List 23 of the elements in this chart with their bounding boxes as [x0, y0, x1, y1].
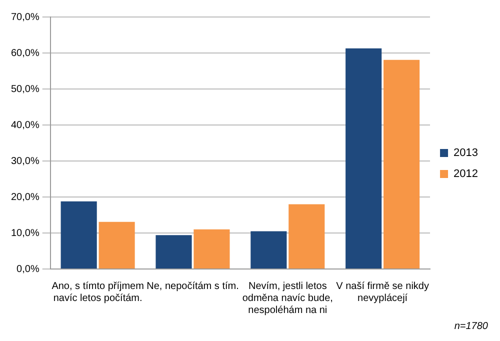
bar: [250, 231, 287, 268]
legend-label: 2012: [454, 168, 478, 180]
bar: [346, 48, 382, 268]
bar: [60, 201, 97, 268]
bar: [156, 235, 192, 268]
x-tick-label: Ano, s tímto příjmem navíc letos počítám.: [52, 280, 144, 304]
y-tick-label: 30,0%: [10, 156, 40, 167]
bar: [288, 204, 325, 268]
x-tick-label: V naší firmě se nikdy nevyplácejí: [336, 280, 429, 304]
bar: [384, 60, 420, 268]
y-tick-label: 60,0%: [10, 48, 40, 59]
legend-label: 2013: [454, 147, 478, 160]
y-tick-label: 10,0%: [10, 228, 40, 239]
y-tick-label: 40,0%: [10, 120, 40, 131]
y-tick-label: 20,0%: [10, 192, 40, 203]
y-tick-label: 50,0%: [10, 84, 40, 95]
y-tick-label: 70,0%: [10, 12, 40, 23]
text: n=1780: [454, 320, 488, 332]
y-tick-label: 0,0%: [16, 264, 40, 275]
x-tick-label: Ne, nepočítám s tím.: [146, 280, 239, 292]
bar: [98, 222, 135, 268]
x-tick-label: Nevím, jestli letos odměna navíc bude, nespoléhám na ni: [242, 280, 333, 316]
bar: [194, 229, 230, 268]
